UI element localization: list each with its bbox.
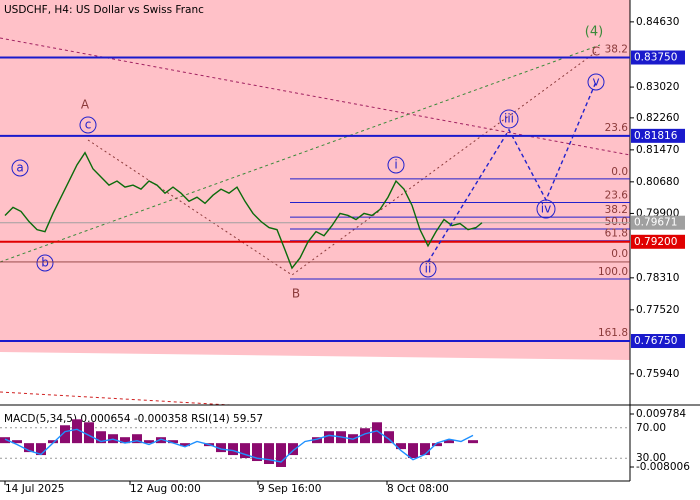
y-tick-label: 0.82260: [636, 112, 679, 124]
y-tick-label: 0.009784: [636, 408, 686, 420]
macd-bar: [72, 419, 82, 444]
macd-bar: [372, 422, 382, 444]
macd-bar: [228, 443, 238, 456]
wave-label: i: [394, 158, 397, 172]
macd-bar: [144, 440, 154, 444]
macd-bar: [96, 431, 106, 444]
y-tick-label: 0.78310: [636, 272, 679, 284]
macd-bar: [36, 443, 46, 456]
macd-bar: [264, 443, 274, 465]
wave-label: A: [81, 98, 90, 112]
rsi-tick-label: 70.00: [636, 422, 666, 434]
macd-bar: [60, 425, 70, 444]
macd-bar: [48, 440, 58, 444]
macd-bar: [384, 431, 394, 444]
x-tick-label: 14 Jul 2025: [5, 483, 64, 495]
macd-bar: [288, 443, 298, 456]
wave-label: (4): [585, 25, 603, 40]
x-tick-label: 8 Oct 08:00: [387, 483, 449, 495]
level-label: 0.83750: [634, 52, 677, 64]
fib-label: 100.0: [598, 266, 628, 278]
wave-label: C: [592, 45, 600, 59]
y-tick-label: 0.77520: [636, 304, 679, 316]
trend-line: [0, 37, 631, 156]
y-tick-label: 0.81470: [636, 144, 679, 156]
macd-bar: [252, 443, 262, 462]
y-tick-label: -0.008006: [636, 461, 690, 473]
rsi-tick-label: 30.00: [636, 452, 666, 464]
macd-bar: [84, 422, 94, 444]
macd-bar: [276, 443, 286, 467]
macd-bar: [12, 440, 22, 444]
macd-bar: [0, 437, 10, 444]
fib-label: 50.0: [605, 216, 628, 228]
wave-circle: [36, 254, 54, 272]
y-tick-label: 0.84630: [636, 16, 679, 28]
x-tick-label: 12 Aug 00:00: [130, 483, 201, 495]
macd-bar: [180, 443, 190, 447]
price-line: [4, 151, 483, 270]
macd-bar: [312, 437, 322, 444]
fib-label: 38.2: [605, 44, 628, 56]
fib-label: 161.8: [598, 327, 628, 339]
wave-label: ii: [425, 262, 432, 276]
wave-label: c: [85, 118, 92, 132]
wave-label: iv: [541, 202, 551, 216]
macd-bar: [168, 440, 178, 444]
wave-label: a: [16, 161, 23, 175]
macd-bar: [24, 443, 34, 453]
fib-label: 61.8: [605, 228, 628, 240]
level-box: [631, 215, 685, 230]
macd-bar: [408, 443, 418, 459]
wave-label: B: [292, 287, 300, 301]
macd-bar: [240, 443, 250, 459]
wave-label: v: [592, 75, 599, 89]
level-label: 0.81816: [634, 130, 678, 142]
x-tick-label: 9 Sep 16:00: [258, 483, 321, 495]
fib-label: 23.6: [605, 190, 629, 202]
level-label: 0.79671: [634, 217, 677, 229]
level-label: 0.76750: [634, 335, 677, 347]
y-tick-label: 0.83020: [636, 81, 679, 93]
macd-bar: [468, 440, 478, 444]
y-tick-label: 0.75940: [636, 368, 679, 380]
rsi-line: [4, 428, 474, 463]
macd-bar: [132, 434, 142, 444]
channel-area: [0, 0, 630, 360]
wave-circle: [587, 73, 605, 91]
chart-title: USDCHF, H4: US Dollar vs Swiss Franc: [4, 4, 204, 16]
macd-bar: [156, 437, 166, 444]
wave-circle: [11, 159, 29, 177]
fib-label: 23.6: [605, 122, 629, 134]
level-box: [631, 334, 685, 349]
macd-bar: [120, 437, 130, 444]
indicator-title: MACD(5,34,5) 0.000654 -0.000358 RSI(14) …: [4, 413, 263, 425]
level-box: [631, 128, 685, 143]
macd-bar: [324, 431, 334, 444]
macd-bar: [444, 440, 454, 444]
macd-bar: [420, 443, 430, 456]
macd-bar: [216, 443, 226, 453]
macd-bar: [432, 443, 442, 447]
wave-label: iii: [504, 112, 514, 126]
trend-line: [0, 391, 231, 406]
level-box: [631, 50, 685, 65]
y-tick-label: 0.80680: [636, 176, 679, 188]
fib-label: 0.0: [611, 166, 628, 178]
level-box: [631, 234, 685, 249]
level-label: 0.79200: [634, 236, 677, 248]
trend-line: [0, 44, 601, 263]
fib-label: 38.2: [605, 204, 628, 216]
macd-bar: [360, 428, 370, 444]
wave-circle: [79, 116, 97, 134]
macd-bar: [396, 443, 406, 450]
projection-line: [427, 81, 597, 263]
wave-circle: [387, 156, 405, 174]
wave-label: b: [41, 256, 49, 270]
base-label: 0.0: [611, 248, 628, 260]
wave-circle: [499, 109, 519, 129]
